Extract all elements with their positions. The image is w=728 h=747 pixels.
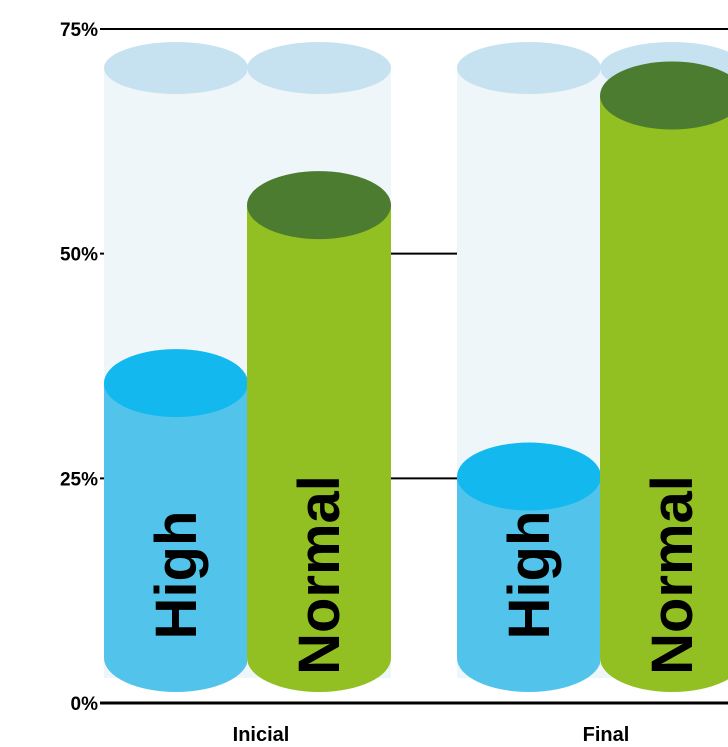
axis: 0% 25% 50% 75% Inicial Final bbox=[60, 20, 728, 746]
bar-body bbox=[104, 383, 248, 692]
bars: High Normal High Normal bbox=[104, 42, 728, 692]
bar-top bbox=[600, 61, 728, 130]
bar-normal-inicial: Normal bbox=[247, 42, 391, 692]
y-tick-label: 25% bbox=[60, 469, 98, 490]
bar-series-label: Normal bbox=[640, 475, 705, 675]
x-category-label: Inicial bbox=[233, 724, 290, 746]
bar-normal-final: Normal bbox=[600, 42, 728, 692]
y-tick-label: 50% bbox=[60, 245, 98, 266]
bar-high-inicial: High bbox=[104, 42, 248, 692]
bar-body bbox=[457, 476, 601, 692]
track-top bbox=[247, 42, 391, 94]
track-top bbox=[457, 42, 601, 94]
bar-series-label: High bbox=[497, 511, 562, 640]
bar-body bbox=[247, 205, 391, 692]
bar-series-label: High bbox=[144, 511, 209, 640]
bar-top bbox=[457, 442, 601, 511]
bar-body bbox=[600, 95, 728, 692]
bar-top bbox=[247, 171, 391, 240]
bar-series-label: Normal bbox=[287, 475, 352, 675]
bar-top bbox=[104, 349, 248, 418]
track-top bbox=[104, 42, 248, 94]
x-category-label: Final bbox=[583, 724, 630, 746]
y-tick-label: 0% bbox=[71, 694, 99, 715]
bar-high-final: High bbox=[457, 42, 601, 692]
y-tick-label: 75% bbox=[60, 20, 98, 41]
